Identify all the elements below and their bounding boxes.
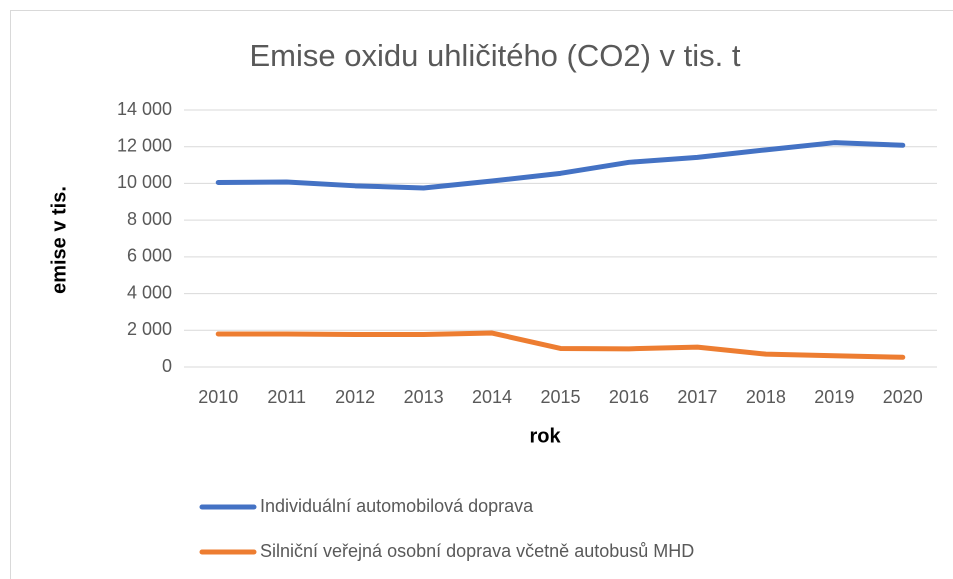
y-tick-label: 4 000 bbox=[127, 282, 172, 302]
x-tick-label: 2011 bbox=[267, 387, 306, 407]
x-tick-label: 2020 bbox=[883, 387, 923, 407]
y-tick-label: 10 000 bbox=[117, 172, 172, 192]
y-tick-label: 12 000 bbox=[117, 135, 172, 155]
x-tick-label: 2018 bbox=[746, 387, 786, 407]
y-tick-label: 6 000 bbox=[127, 246, 172, 266]
x-tick-label: 2010 bbox=[198, 387, 238, 407]
chart-border bbox=[10, 10, 953, 579]
chart-title: Emise oxidu uhličitého (CO2) v tis. t bbox=[249, 38, 740, 73]
legend-label: Silniční veřejná osobní doprava včetně a… bbox=[260, 541, 694, 561]
x-tick-label: 2016 bbox=[609, 387, 649, 407]
y-tick-label: 0 bbox=[162, 356, 172, 376]
x-tick-label: 2012 bbox=[335, 387, 375, 407]
y-tick-label: 14 000 bbox=[117, 99, 172, 119]
x-tick-label: 2019 bbox=[814, 387, 854, 407]
x-tick-label: 2013 bbox=[404, 387, 444, 407]
legend-label: Individuální automobilová doprava bbox=[260, 496, 534, 516]
y-axis-label: emise v tis. bbox=[48, 186, 70, 294]
x-tick-label: 2014 bbox=[472, 387, 512, 407]
x-tick-label: 2017 bbox=[677, 387, 717, 407]
line-series bbox=[215, 330, 906, 360]
x-axis-label: rok bbox=[529, 425, 561, 447]
y-tick-label: 8 000 bbox=[127, 209, 172, 229]
x-tick-label: 2015 bbox=[540, 387, 580, 407]
line-series bbox=[215, 140, 906, 191]
y-tick-label: 2 000 bbox=[127, 319, 172, 339]
